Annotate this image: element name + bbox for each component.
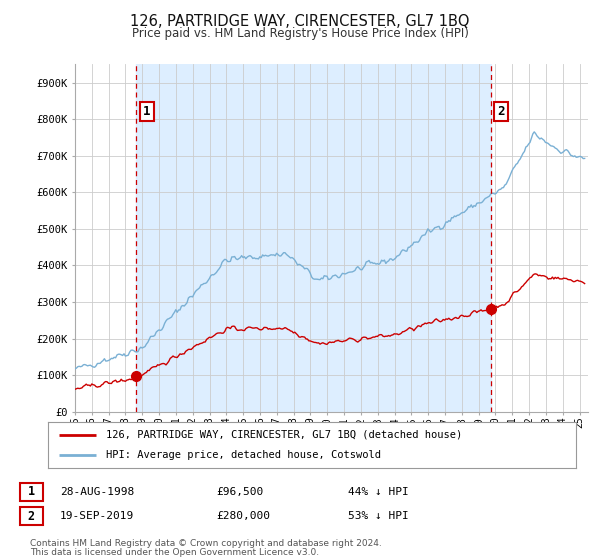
Text: 1: 1	[28, 485, 35, 498]
Text: Contains HM Land Registry data © Crown copyright and database right 2024.: Contains HM Land Registry data © Crown c…	[30, 539, 382, 548]
Text: £280,000: £280,000	[216, 511, 270, 521]
Bar	[136, 64, 491, 412]
Text: Price paid vs. HM Land Registry's House Price Index (HPI): Price paid vs. HM Land Registry's House …	[131, 27, 469, 40]
Text: 28-AUG-1998: 28-AUG-1998	[60, 487, 134, 497]
Text: 2: 2	[28, 510, 35, 523]
Text: HPI: Average price, detached house, Cotswold: HPI: Average price, detached house, Cots…	[106, 450, 381, 460]
Text: This data is licensed under the Open Government Licence v3.0.: This data is licensed under the Open Gov…	[30, 548, 319, 557]
Text: 19-SEP-2019: 19-SEP-2019	[60, 511, 134, 521]
Text: 126, PARTRIDGE WAY, CIRENCESTER, GL7 1BQ (detached house): 126, PARTRIDGE WAY, CIRENCESTER, GL7 1BQ…	[106, 430, 463, 440]
Text: 2: 2	[497, 105, 505, 118]
Text: 1: 1	[143, 105, 151, 118]
Text: 126, PARTRIDGE WAY, CIRENCESTER, GL7 1BQ: 126, PARTRIDGE WAY, CIRENCESTER, GL7 1BQ	[130, 14, 470, 29]
Text: £96,500: £96,500	[216, 487, 263, 497]
Text: 44% ↓ HPI: 44% ↓ HPI	[348, 487, 409, 497]
Text: 53% ↓ HPI: 53% ↓ HPI	[348, 511, 409, 521]
